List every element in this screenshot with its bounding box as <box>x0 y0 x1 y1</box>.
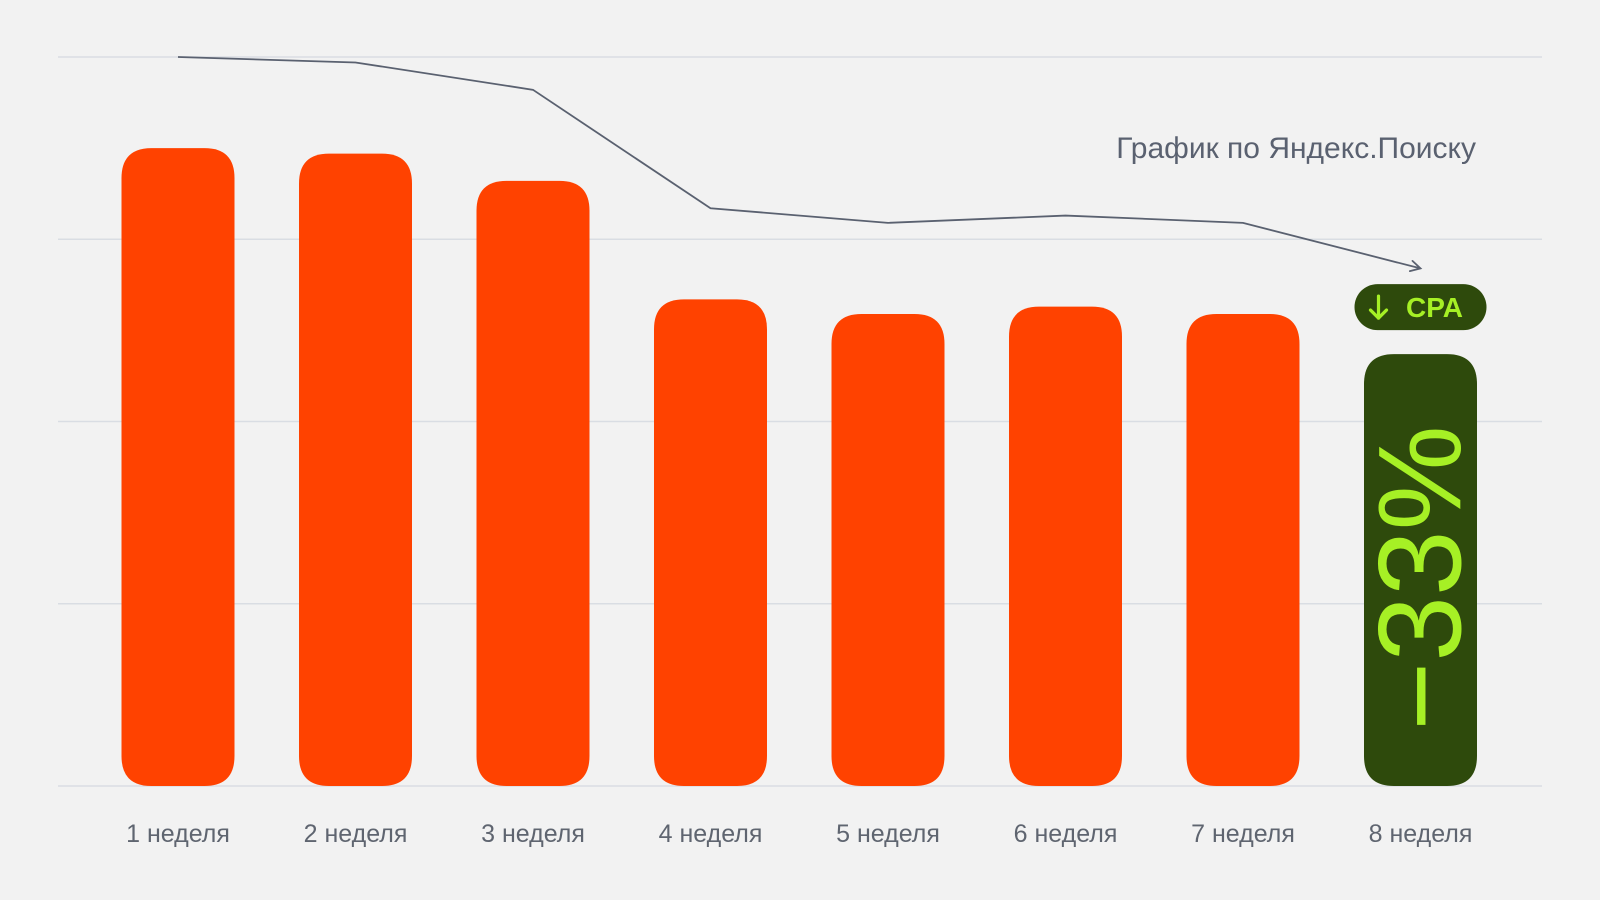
cpa-badge <box>1354 284 1487 331</box>
x-tick-label: 5 неделя <box>836 820 940 848</box>
x-tick-label: 1 неделя <box>126 820 230 848</box>
bar <box>121 148 235 786</box>
x-tick-label: 8 неделя <box>1369 820 1473 848</box>
bar <box>476 180 590 786</box>
cpa-badge-label: CPA <box>1406 292 1463 323</box>
bar <box>299 153 412 786</box>
line-series <box>177 56 1421 270</box>
label-layer: 1 неделя 2 неделя 3 неделя 4 неделя 5 неделя… <box>126 284 1487 848</box>
x-tick-label: 6 неделя <box>1014 820 1118 848</box>
bar <box>1009 306 1122 786</box>
line-series-label: График по Яндекс.Поиску <box>1116 132 1476 165</box>
x-tick-label: 7 неделя <box>1191 820 1295 848</box>
bar <box>654 299 767 786</box>
x-tick-label: 2 неделя <box>304 820 408 848</box>
bar <box>1186 313 1300 786</box>
arrow-down-icon-head <box>1368 308 1389 320</box>
line-arrowhead <box>1408 260 1423 273</box>
bar <box>831 313 945 786</box>
highlight-percentage: −33% <box>1355 425 1487 730</box>
bar-layer <box>121 148 1477 786</box>
x-tick-label: 3 неделя <box>481 820 585 848</box>
arrow-down-icon <box>1368 294 1389 320</box>
grid-layer <box>58 56 1542 787</box>
line-layer <box>177 56 1423 273</box>
highlight-bar <box>1364 354 1477 786</box>
x-tick-label: 4 неделя <box>659 820 763 848</box>
